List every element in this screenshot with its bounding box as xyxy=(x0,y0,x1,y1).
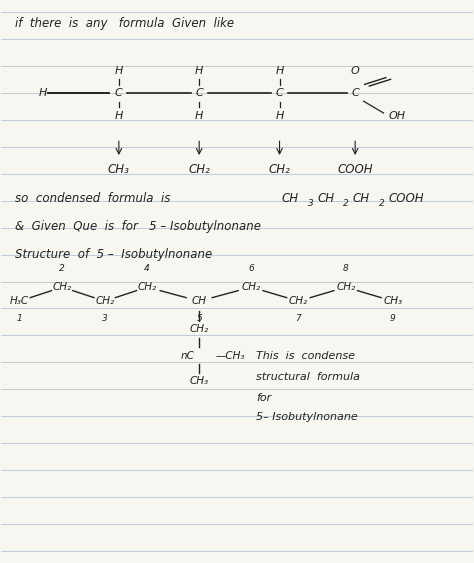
Text: &  Given  Que  is  for   5 – Isobutylnonane: & Given Que is for 5 – Isobutylnonane xyxy=(15,220,261,233)
Text: for: for xyxy=(256,393,271,403)
Text: H₃C: H₃C xyxy=(10,296,29,306)
Text: CH₂: CH₂ xyxy=(188,163,210,176)
Text: 1: 1 xyxy=(17,314,22,323)
Text: CH₃: CH₃ xyxy=(383,296,402,306)
Text: O: O xyxy=(351,66,359,76)
Text: H: H xyxy=(275,111,284,121)
Text: 3: 3 xyxy=(102,314,108,323)
Text: so  condensed  formula  is: so condensed formula is xyxy=(15,192,170,205)
Text: 5: 5 xyxy=(196,314,202,323)
Text: C: C xyxy=(351,88,359,99)
Text: C: C xyxy=(115,88,123,99)
Text: H: H xyxy=(275,66,284,76)
Text: 4: 4 xyxy=(144,264,150,273)
Text: 6: 6 xyxy=(248,264,254,273)
Text: CH₃: CH₃ xyxy=(108,163,130,176)
Text: Structure  of  5 –  Isobutylnonane: Structure of 5 – Isobutylnonane xyxy=(15,248,212,261)
Text: —CH₃: —CH₃ xyxy=(216,351,245,361)
Text: OH: OH xyxy=(388,111,405,121)
Text: C: C xyxy=(195,88,203,99)
Text: H: H xyxy=(38,88,47,99)
Text: CH₂: CH₂ xyxy=(269,163,291,176)
Text: 2: 2 xyxy=(379,199,384,208)
Text: This  is  condense: This is condense xyxy=(256,351,355,361)
Text: CH₂: CH₂ xyxy=(95,296,114,306)
Text: CH: CH xyxy=(282,192,299,205)
Text: CH₂: CH₂ xyxy=(53,282,72,292)
Text: H: H xyxy=(115,111,123,121)
Text: 2: 2 xyxy=(343,199,349,208)
Text: CH: CH xyxy=(191,296,207,306)
Text: if  there  is  any   formula  Given  like: if there is any formula Given like xyxy=(15,17,234,30)
Text: CH₂: CH₂ xyxy=(289,296,308,306)
Text: 3: 3 xyxy=(308,199,314,208)
Text: H: H xyxy=(195,66,203,76)
Text: 9: 9 xyxy=(390,314,396,323)
Text: 2: 2 xyxy=(59,264,65,273)
Text: COOH: COOH xyxy=(337,163,373,176)
Text: nC: nC xyxy=(181,351,194,361)
Text: C: C xyxy=(276,88,283,99)
Text: 8: 8 xyxy=(343,264,348,273)
Text: 5– Isobutylnonane: 5– Isobutylnonane xyxy=(256,413,358,422)
Text: structural  formula: structural formula xyxy=(256,372,360,382)
Text: CH₂: CH₂ xyxy=(242,282,261,292)
Text: COOH: COOH xyxy=(388,192,424,205)
Text: H: H xyxy=(115,66,123,76)
Text: CH₂: CH₂ xyxy=(190,324,209,334)
Text: CH: CH xyxy=(353,192,370,205)
Text: CH₃: CH₃ xyxy=(190,377,209,386)
Text: CH: CH xyxy=(318,192,335,205)
Text: 7: 7 xyxy=(296,314,301,323)
Text: H: H xyxy=(195,111,203,121)
Text: CH₂: CH₂ xyxy=(336,282,356,292)
Text: CH₂: CH₂ xyxy=(137,282,157,292)
